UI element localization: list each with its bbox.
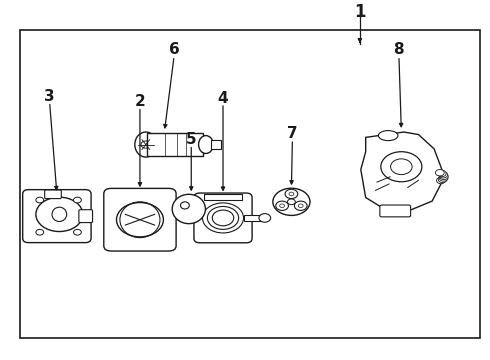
Ellipse shape — [378, 131, 398, 141]
Polygon shape — [361, 132, 442, 211]
Ellipse shape — [172, 194, 205, 224]
Circle shape — [440, 173, 448, 180]
Circle shape — [437, 177, 445, 184]
Circle shape — [117, 203, 163, 237]
Circle shape — [391, 159, 412, 175]
Text: 5: 5 — [186, 132, 196, 147]
Ellipse shape — [180, 202, 189, 209]
FancyBboxPatch shape — [104, 188, 176, 251]
Text: 2: 2 — [135, 94, 146, 109]
FancyBboxPatch shape — [79, 210, 93, 222]
Circle shape — [436, 170, 444, 176]
Ellipse shape — [52, 207, 67, 221]
Circle shape — [36, 197, 44, 203]
Text: 6: 6 — [169, 42, 179, 57]
Bar — [244, 215, 262, 221]
Circle shape — [36, 197, 83, 231]
Circle shape — [439, 171, 447, 178]
Circle shape — [141, 141, 151, 148]
Circle shape — [74, 197, 81, 203]
Circle shape — [74, 229, 81, 235]
Circle shape — [438, 176, 447, 183]
Circle shape — [289, 192, 294, 196]
Text: 7: 7 — [287, 126, 298, 141]
Ellipse shape — [135, 132, 157, 157]
Text: 8: 8 — [393, 42, 404, 57]
Ellipse shape — [198, 136, 213, 153]
Bar — [204, 194, 243, 200]
Circle shape — [273, 188, 310, 215]
FancyBboxPatch shape — [380, 205, 411, 217]
Circle shape — [280, 204, 285, 208]
Circle shape — [381, 152, 422, 182]
FancyBboxPatch shape — [194, 193, 252, 243]
Circle shape — [294, 201, 307, 210]
FancyBboxPatch shape — [45, 190, 61, 199]
Circle shape — [439, 175, 448, 181]
Circle shape — [438, 170, 446, 177]
Bar — [147, 133, 203, 156]
Text: 1: 1 — [354, 3, 366, 21]
Bar — [211, 140, 220, 149]
Circle shape — [285, 189, 298, 199]
Text: 3: 3 — [44, 89, 55, 104]
Circle shape — [298, 204, 303, 208]
Bar — [20, 30, 480, 338]
Circle shape — [36, 229, 44, 235]
Circle shape — [276, 201, 289, 210]
Circle shape — [288, 199, 295, 205]
Circle shape — [259, 213, 270, 222]
FancyBboxPatch shape — [23, 190, 91, 243]
Text: 4: 4 — [218, 90, 228, 105]
